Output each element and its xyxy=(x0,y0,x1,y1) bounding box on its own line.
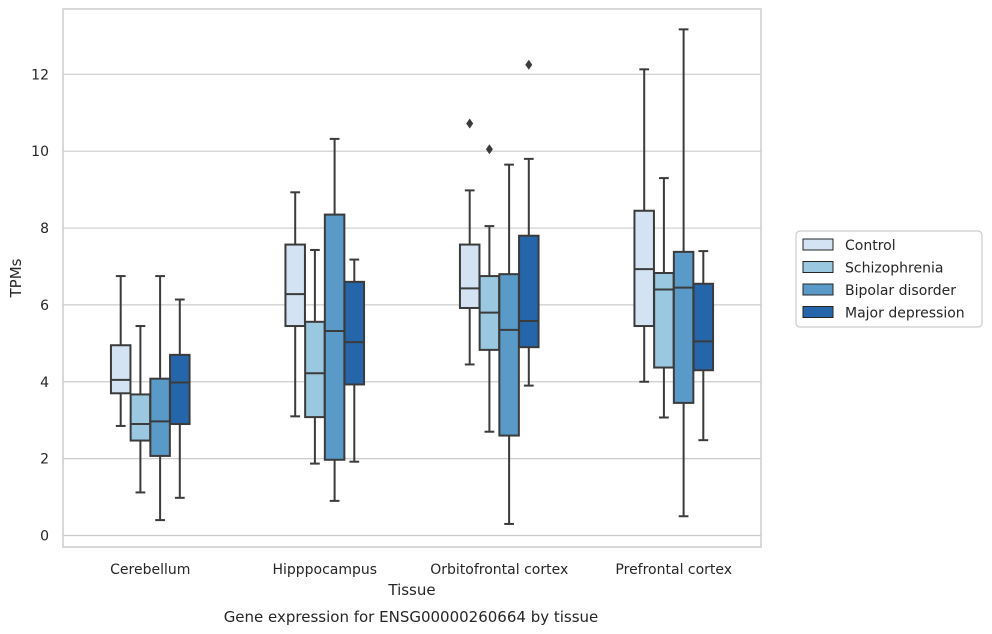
outlier-point xyxy=(485,144,493,155)
legend-label: Control xyxy=(845,238,896,254)
box-body xyxy=(323,213,346,461)
box xyxy=(692,250,715,442)
box-body xyxy=(653,272,675,369)
box-body xyxy=(304,320,326,419)
legend-swatch xyxy=(802,238,834,251)
legend-swatch xyxy=(802,306,834,318)
box-body xyxy=(284,243,306,328)
legend-swatch xyxy=(802,261,834,273)
chart-caption: Gene expression for ENSG00000260664 by t… xyxy=(224,608,599,626)
y-tick-label: 10 xyxy=(31,144,49,160)
legend-swatch xyxy=(802,283,834,296)
box-body xyxy=(518,234,540,349)
legend-frame xyxy=(795,230,983,328)
x-axis-label: Tissue xyxy=(387,581,435,599)
x-tick-labels: Cerebellum Hipppocampus Orbitofrontal cort… xyxy=(110,562,732,578)
y-tick-label: 12 xyxy=(31,67,49,83)
x-tick-label: Hipppocampus xyxy=(272,562,377,578)
legend-label: Major depression xyxy=(845,306,965,322)
legend-label: Bipolar disorder xyxy=(845,283,956,299)
box xyxy=(169,298,191,499)
box-body xyxy=(169,353,191,426)
y-axis-label: TPMs xyxy=(7,258,25,298)
box-body xyxy=(343,280,366,386)
y-tick-label: 8 xyxy=(40,221,49,237)
y-tick-label: 0 xyxy=(40,528,49,544)
x-tick-label: Orbitofrontal cortex xyxy=(430,562,568,578)
box-body xyxy=(129,393,152,442)
box-body xyxy=(109,344,132,395)
box xyxy=(672,28,695,518)
box xyxy=(498,163,520,525)
box xyxy=(518,59,540,387)
box xyxy=(109,275,132,427)
box-body xyxy=(692,282,715,372)
y-tick-label: 2 xyxy=(40,452,49,468)
box-body xyxy=(149,377,171,457)
x-tick-label: Cerebellum xyxy=(110,562,190,578)
x-tick-label: Prefrontal cortex xyxy=(615,562,732,578)
y-tick-label: 6 xyxy=(40,298,49,314)
box-body xyxy=(672,250,695,404)
y-tick-label: 4 xyxy=(40,375,49,391)
box xyxy=(458,118,481,366)
box xyxy=(633,68,655,383)
outlier-point xyxy=(466,118,474,129)
box xyxy=(284,191,306,418)
box xyxy=(149,275,171,522)
y-tick-labels: 0 2 4 6 8 10 12 xyxy=(31,67,49,544)
outlier-point xyxy=(525,59,533,70)
box xyxy=(343,258,366,463)
plot-frame xyxy=(62,8,762,548)
box-body xyxy=(458,243,481,309)
legend: Control Schizophrenia Bipolar disorder Majo… xyxy=(795,230,983,328)
box xyxy=(653,177,675,419)
box-body xyxy=(498,273,520,437)
box-series xyxy=(109,28,715,525)
legend-label: Schizophrenia xyxy=(845,261,943,277)
